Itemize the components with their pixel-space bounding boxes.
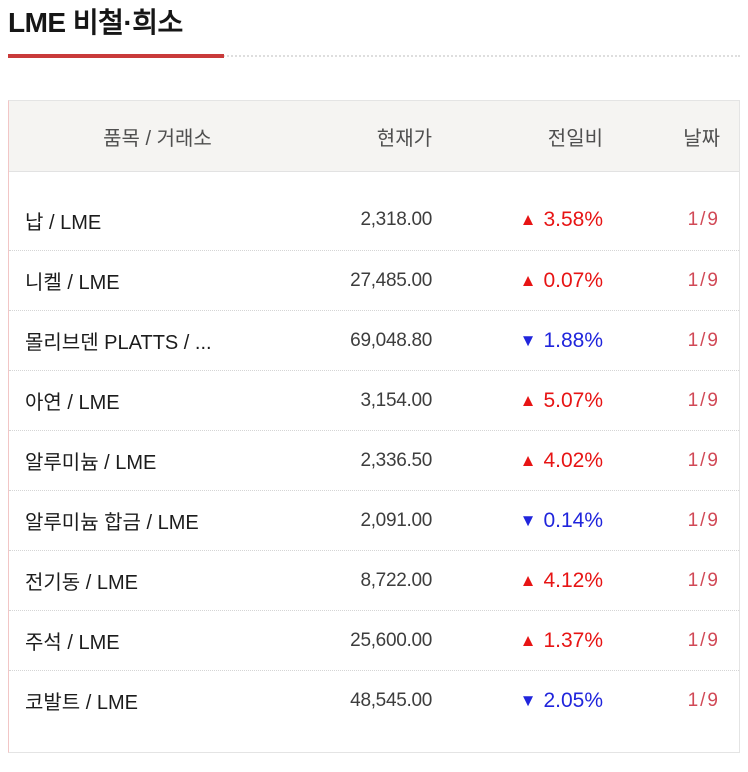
date-value: 1/9 bbox=[687, 449, 720, 471]
lme-metals-table: 품목 / 거래소 현재가 전일비 날짜 납 / LME 2,318.00 ▲ 3.… bbox=[8, 100, 740, 753]
change-percent: 1.88% bbox=[543, 328, 603, 352]
down-arrow-icon: ▼ bbox=[519, 690, 537, 710]
title-accent-underline bbox=[8, 54, 224, 58]
table-row[interactable]: 전기동 / LME 8,722.00 ▲ 4.12% 1/9 bbox=[9, 550, 739, 610]
up-arrow-icon: ▲ bbox=[519, 270, 537, 290]
change-percent: 0.07% bbox=[543, 268, 603, 292]
table-row[interactable]: 납 / LME 2,318.00 ▲ 3.58% 1/9 bbox=[9, 190, 739, 250]
change-value: ▲ 4.02% bbox=[432, 449, 603, 473]
title-rule bbox=[8, 54, 740, 58]
current-price: 2,091.00 bbox=[360, 509, 432, 531]
current-price: 2,336.50 bbox=[360, 449, 432, 471]
current-price: 48,545.00 bbox=[350, 689, 432, 711]
table-row[interactable]: 니켈 / LME 27,485.00 ▲ 0.07% 1/9 bbox=[9, 250, 739, 310]
item-name[interactable]: 납 / LME bbox=[25, 211, 102, 234]
current-price: 25,600.00 bbox=[350, 629, 432, 651]
table-row[interactable]: 아연 / LME 3,154.00 ▲ 5.07% 1/9 bbox=[9, 370, 739, 430]
up-arrow-icon: ▲ bbox=[519, 570, 537, 590]
item-name[interactable]: 니켈 / LME bbox=[25, 272, 120, 294]
date-value: 1/9 bbox=[687, 389, 720, 411]
date-value: 1/9 bbox=[687, 689, 720, 711]
table-row[interactable]: 알루미늄 / LME 2,336.50 ▲ 4.02% 1/9 bbox=[9, 430, 739, 490]
current-price: 27,485.00 bbox=[350, 269, 432, 291]
lme-metals-page: LME 비철·희소 품목 / 거래소 현재가 전일비 날짜 납 / LME 2,… bbox=[8, 7, 740, 753]
table-row[interactable]: 알루미늄 합금 / LME 2,091.00 ▼ 0.14% 1/9 bbox=[9, 490, 739, 550]
up-arrow-icon: ▲ bbox=[519, 390, 537, 410]
change-percent: 2.05% bbox=[543, 688, 603, 712]
item-name[interactable]: 아연 / LME bbox=[25, 392, 120, 414]
change-value: ▼ 1.88% bbox=[432, 329, 603, 353]
up-arrow-icon: ▲ bbox=[519, 630, 537, 650]
change-percent: 0.14% bbox=[543, 508, 603, 532]
change-value: ▲ 0.07% bbox=[432, 269, 603, 293]
table-row[interactable]: 몰리브덴 PLATTS / ... 69,048.80 ▼ 1.88% 1/9 bbox=[9, 310, 739, 370]
change-value: ▲ 5.07% bbox=[432, 389, 603, 413]
table-row[interactable]: 코발트 / LME 48,545.00 ▼ 2.05% 1/9 bbox=[9, 670, 739, 730]
date-value: 1/9 bbox=[687, 629, 720, 651]
change-percent: 3.58% bbox=[543, 208, 603, 231]
item-name[interactable]: 알루미늄 합금 / LME bbox=[25, 512, 199, 534]
up-arrow-icon: ▲ bbox=[519, 450, 537, 470]
table-header-row: 품목 / 거래소 현재가 전일비 날짜 bbox=[9, 101, 739, 172]
up-arrow-icon: ▲ bbox=[519, 210, 537, 229]
current-price: 3,154.00 bbox=[360, 389, 432, 411]
column-header-day-change: 전일비 bbox=[547, 127, 603, 150]
column-header-current-price: 현재가 bbox=[376, 127, 432, 150]
item-name[interactable]: 몰리브덴 PLATTS / ... bbox=[25, 332, 212, 354]
title-dotted-divider bbox=[8, 55, 740, 57]
item-name[interactable]: 코발트 / LME bbox=[25, 692, 138, 714]
date-value: 1/9 bbox=[687, 209, 720, 230]
change-value: ▼ 0.14% bbox=[432, 509, 603, 533]
column-header-date: 날짜 bbox=[683, 127, 720, 150]
change-value: ▲ 3.58% bbox=[432, 208, 603, 232]
table-body: 납 / LME 2,318.00 ▲ 3.58% 1/9 니켈 / LME 27,… bbox=[9, 172, 739, 752]
down-arrow-icon: ▼ bbox=[519, 330, 537, 350]
current-price: 2,318.00 bbox=[360, 209, 432, 230]
change-value: ▲ 4.12% bbox=[432, 569, 603, 593]
item-name[interactable]: 전기동 / LME bbox=[25, 572, 138, 594]
item-name[interactable]: 주석 / LME bbox=[25, 632, 120, 654]
date-value: 1/9 bbox=[687, 329, 720, 351]
current-price: 8,722.00 bbox=[360, 569, 432, 591]
change-percent: 4.02% bbox=[543, 448, 603, 472]
date-value: 1/9 bbox=[687, 269, 720, 291]
current-price: 69,048.80 bbox=[350, 329, 432, 351]
table-row[interactable]: 주석 / LME 25,600.00 ▲ 1.37% 1/9 bbox=[9, 610, 739, 670]
page-title: LME 비철·희소 bbox=[8, 7, 183, 38]
change-value: ▲ 1.37% bbox=[432, 629, 603, 653]
date-value: 1/9 bbox=[687, 569, 720, 591]
down-arrow-icon: ▼ bbox=[519, 510, 537, 530]
item-name[interactable]: 알루미늄 / LME bbox=[25, 452, 157, 474]
column-header-item-exchange: 품목 / 거래소 bbox=[103, 127, 212, 150]
change-percent: 1.37% bbox=[543, 628, 603, 652]
change-value: ▼ 2.05% bbox=[432, 689, 603, 713]
change-percent: 4.12% bbox=[543, 568, 603, 592]
date-value: 1/9 bbox=[687, 509, 720, 531]
change-percent: 5.07% bbox=[543, 388, 603, 412]
